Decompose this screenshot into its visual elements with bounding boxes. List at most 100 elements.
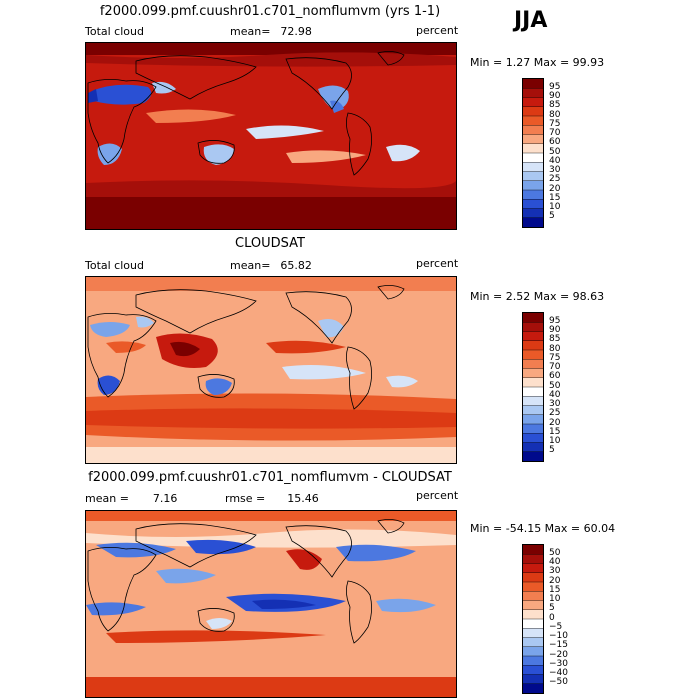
panel-1-colorbar	[522, 78, 544, 228]
colorbar-swatch	[523, 637, 543, 648]
colorbar-swatch	[523, 190, 543, 200]
panel-2-map-svg	[86, 277, 456, 463]
panel-1-mean-label: mean= 72.98	[230, 25, 312, 38]
clear-band-pacific	[246, 125, 324, 139]
southern-band	[86, 180, 456, 197]
colorbar-tick-label: 60	[549, 371, 561, 382]
colorbar-tick-label: 85	[549, 334, 561, 345]
colorbar-tick-label: 95	[549, 81, 561, 92]
colorbar-swatch	[523, 125, 543, 135]
colorbar-swatch	[523, 313, 543, 323]
colorbar-tick-label: 80	[549, 109, 561, 120]
colorbar-swatch	[523, 377, 543, 388]
storm-track	[86, 408, 456, 429]
dry-region-core	[88, 89, 98, 103]
panel-1-units: percent	[416, 24, 459, 37]
panel-1-minmax: Min = 1.27 Max = 99.93	[470, 56, 605, 69]
colorbar-swatch	[523, 368, 543, 379]
panel-1-map	[85, 42, 457, 230]
colorbar-tick-label: 85	[549, 100, 561, 111]
monsoon-band	[106, 341, 146, 353]
northern-band	[86, 52, 456, 67]
northern-light-band	[86, 529, 456, 548]
clear-region-south-atlantic	[386, 144, 420, 162]
medium-region-indian-ocean	[146, 109, 236, 123]
coastlines	[87, 285, 405, 410]
panel-3-minmax: Min = -54.15 Max = 60.04	[470, 522, 616, 535]
colorbar-tick-label: 30	[549, 399, 561, 409]
dry-region-south-africa	[97, 375, 120, 395]
southern-ocean-band	[86, 195, 456, 229]
arctic-band	[86, 43, 456, 55]
negative-bias-indian-ocean	[86, 602, 146, 616]
colorbar-swatch	[523, 153, 543, 163]
panel-1-map-svg	[86, 43, 456, 229]
colorbar-swatch	[523, 414, 543, 425]
colorbar-tick-label: −10	[549, 631, 568, 641]
warm-pool-core	[170, 341, 200, 357]
colorbar-tick-label: 80	[549, 343, 561, 354]
colorbar-swatch	[523, 217, 543, 227]
colorbar-tick-label: 15	[549, 192, 561, 203]
colorbar-tick-label: 15	[549, 426, 561, 437]
panel-3-colorbar	[522, 544, 544, 694]
colorbar-tick-label: 15	[549, 584, 561, 595]
colorbar-swatch	[523, 609, 543, 620]
colorbar-swatch	[523, 180, 543, 191]
panel-2-map	[85, 276, 457, 464]
colorbar-swatch	[523, 554, 543, 564]
dry-region-australia	[203, 144, 234, 165]
colorbar-swatch	[523, 591, 543, 601]
negative-bias-warm-pool	[156, 568, 216, 584]
panel-3-title: f2000.099.pmf.cuushr01.c701_nomflumvm - …	[88, 470, 452, 485]
colorbar-tick-label: 40	[549, 389, 561, 400]
colorbar-swatch	[523, 646, 543, 657]
colorbar-tick-label: 70	[549, 128, 561, 138]
colorbar-swatch	[523, 656, 543, 666]
panel-2-title: CLOUDSAT	[235, 236, 305, 251]
colorbar-swatch	[523, 600, 543, 611]
negative-bias-south-atlantic	[376, 598, 436, 613]
colorbar-tick-label: 20	[549, 417, 561, 428]
colorbar-tick-label: 25	[549, 174, 561, 185]
panel-2-field-label: Total cloud	[85, 259, 144, 272]
negative-bias-pacific-north	[186, 539, 256, 555]
clear-region-south-pacific	[282, 365, 366, 380]
negative-bias-core	[252, 599, 316, 609]
colorbar-swatch	[523, 451, 543, 461]
dry-region-south-africa	[97, 143, 122, 165]
panel-3-colorbar-labels: 50 40 30 20 15 10 5 0 −5 −10 −15 −20 −30 −40 −50	[549, 544, 589, 692]
negative-bias-eurasia	[96, 542, 176, 558]
panel-2-colorbar-labels: 95 90 85 80 75 70 60 50 40 30 25 20 15 10 5	[549, 312, 589, 460]
colorbar-swatch	[523, 79, 543, 89]
colorbar-swatch	[523, 359, 543, 369]
bias-australia	[206, 618, 232, 629]
colorbar-swatch	[523, 97, 543, 108]
colorbar-swatch	[523, 396, 543, 406]
colorbar-tick-label: 10	[549, 436, 561, 446]
colorbar-swatch	[523, 545, 543, 555]
colorbar-svg	[523, 79, 543, 227]
colorbar-tick-label: 75	[549, 118, 561, 129]
colorbar-tick-label: 95	[549, 315, 561, 326]
colorbar-swatch	[523, 619, 543, 629]
light-region-south-pacific	[286, 150, 366, 163]
colorbar-tick-label: 20	[549, 575, 561, 586]
panel-2-units: percent	[416, 257, 459, 270]
colorbar-swatch	[523, 387, 543, 397]
panel-1-colorbar-labels: 95 90 85 80 75 70 60 50 40 30 25 20 15 10 5	[549, 78, 589, 226]
colorbar-swatch	[523, 628, 543, 638]
colorbar-tick-label: −50	[549, 677, 568, 688]
dry-region-north-america	[318, 319, 344, 338]
colorbar-swatch	[523, 582, 543, 592]
colorbar-tick-label: 30	[549, 165, 561, 175]
colorbar-tick-label: 50	[549, 547, 561, 558]
colorbar-swatch	[523, 208, 543, 219]
panel-2-minmax: Min = 2.52 Max = 98.63	[470, 290, 605, 303]
colorbar-tick-label: 90	[549, 91, 561, 101]
colorbar-tick-label: 60	[549, 137, 561, 148]
colorbar-swatch	[523, 162, 543, 172]
colorbar-swatch	[523, 322, 543, 332]
panel-2-colorbar	[522, 312, 544, 462]
dry-region-arabia	[152, 81, 176, 94]
